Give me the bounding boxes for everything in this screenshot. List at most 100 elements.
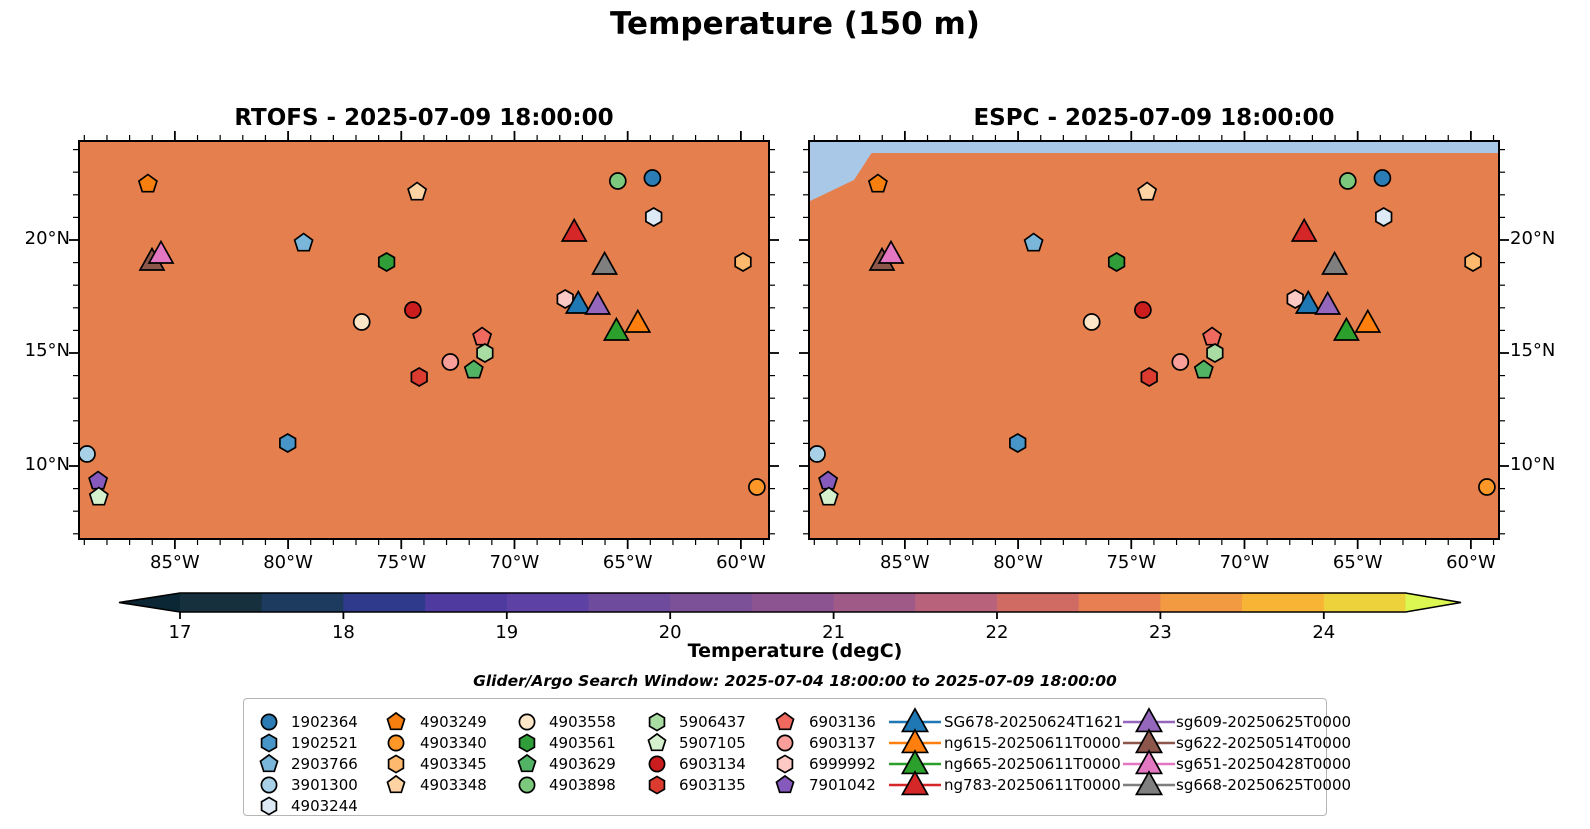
map-marker-5906437 — [476, 343, 494, 363]
colorbar-svg — [118, 592, 1462, 619]
legend-label: ng665-20250611T0000 — [944, 755, 1121, 773]
hexagon-marker-icon — [776, 754, 794, 774]
map-canvas-rtofs — [69, 131, 779, 549]
colorbar: 17 18 19 20 21 22 23 24 — [117, 592, 1462, 670]
map-marker-sg609-20250625T0000 — [584, 290, 612, 315]
circle-marker-icon — [387, 734, 405, 752]
map-marker-4903348 — [407, 181, 428, 201]
pentagon-marker-icon — [775, 711, 795, 731]
legend-label: 5906437 — [679, 713, 746, 731]
legend-label: 4903629 — [549, 755, 616, 773]
map-marker-6903137 — [1171, 353, 1190, 371]
legend-label: 4903561 — [549, 734, 616, 752]
legend-label: 6903135 — [679, 776, 746, 794]
legend-item-argo-6903137: 6903137 — [809, 732, 876, 754]
circle-marker-icon — [648, 755, 666, 773]
hexagon-marker-icon — [648, 712, 666, 732]
map-marker-sg668-20250625T0000 — [591, 250, 619, 275]
map-marker-sg651-20250428T0000 — [877, 239, 905, 264]
map-marker-4903340 — [748, 478, 766, 496]
legend-label: 4903340 — [420, 734, 487, 752]
axis-ticks — [799, 131, 1509, 549]
legend-label: sg609-20250625T0000 — [1176, 713, 1352, 731]
legend-label: 4903558 — [549, 713, 616, 731]
legend: 1902364 1902521 2903766 3901300 4903244 49032… — [243, 698, 1351, 816]
legend-item-argo-6903134: 6903134 — [679, 753, 746, 775]
x-tick-label: 75°W — [376, 552, 427, 573]
map-marker-1902364 — [643, 169, 662, 187]
map-marker-4903348 — [1137, 181, 1158, 201]
legend-item-argo-1902364: 1902364 — [291, 711, 358, 733]
legend-item-argo-1902521: 1902521 — [291, 732, 358, 754]
hexagon-marker-icon — [518, 733, 536, 753]
legend-item-glider-ng615-20250611T0000: ng615-20250611T0000 — [944, 732, 1121, 754]
legend-label: 7901042 — [809, 776, 876, 794]
legend-item-argo-4903629: 4903629 — [549, 753, 616, 775]
legend-label: sg668-20250625T0000 — [1176, 776, 1352, 794]
pentagon-marker-icon — [647, 732, 667, 752]
map-marker-ng783-20250611T0000 — [1290, 217, 1318, 242]
map-marker-ng665-20250611T0000 — [602, 316, 630, 341]
map-panel-rtofs: RTOFS - 2025-07-09 18:00:00 — [25, 105, 779, 573]
legend-item-argo-4903561: 4903561 — [549, 732, 616, 754]
circle-marker-icon — [776, 734, 794, 752]
legend-label: ng615-20250611T0000 — [944, 734, 1121, 752]
map-marker-6903135 — [1140, 367, 1158, 387]
y-tick-label: 20°N — [24, 228, 70, 249]
map-canvas-espc — [799, 131, 1509, 549]
legend-item-argo-3901300: 3901300 — [291, 774, 358, 796]
glider-track-marker-icon — [889, 770, 941, 796]
map-marker-6999992 — [556, 289, 574, 309]
legend-label: 2903766 — [291, 755, 358, 773]
legend-label: 1902364 — [291, 713, 358, 731]
map-marker-sg668-20250625T0000 — [1321, 250, 1349, 275]
y-tick-label: 20°N — [1510, 228, 1556, 249]
map-marker-2903766 — [1023, 232, 1044, 252]
map-marker-4903345 — [1464, 252, 1482, 272]
hexagon-marker-icon — [260, 796, 278, 816]
legend-item-glider-sg651-20250428T0000: sg651-20250428T0000 — [1176, 753, 1351, 775]
colorbar-tick-label: 19 — [495, 622, 519, 643]
x-tick-label: 85°W — [150, 552, 200, 573]
legend-item-argo-4903898: 4903898 — [549, 774, 616, 796]
legend-item-argo-4903249: 4903249 — [420, 711, 487, 733]
x-tick-label: 85°W — [880, 552, 930, 573]
legend-label: 6999992 — [809, 755, 876, 773]
pentagon-marker-icon — [386, 774, 406, 794]
map-marker-5907105 — [88, 486, 109, 506]
legend-item-glider-ng783-20250611T0000: ng783-20250611T0000 — [944, 774, 1121, 796]
x-tick-label: 70°W — [489, 552, 540, 573]
circle-marker-icon — [260, 776, 278, 794]
map-marker-4903244 — [645, 207, 663, 227]
x-tick-label: 60°W — [716, 552, 766, 573]
legend-label: 5907105 — [679, 734, 746, 752]
x-tick-label: 65°W — [602, 552, 653, 573]
map-marker-sg609-20250625T0000 — [1314, 290, 1342, 315]
legend-item-argo-2903766: 2903766 — [291, 753, 358, 775]
map-marker-SG678-20250624T1621 — [564, 289, 592, 314]
legend-item-argo-6903136: 6903136 — [809, 711, 876, 733]
legend-label: 3901300 — [291, 776, 358, 794]
legend-label: ng783-20250611T0000 — [944, 776, 1121, 794]
map-marker-1902521 — [279, 433, 297, 453]
x-tick-label: 80°W — [993, 552, 1043, 573]
map-marker-6903135 — [410, 367, 428, 387]
hexagon-marker-icon — [260, 733, 278, 753]
colorbar-tick-label: 18 — [331, 622, 355, 643]
legend-label: sg622-20250514T0000 — [1176, 734, 1352, 752]
y-tick-label: 10°N — [24, 454, 70, 475]
map-marker-4903249 — [137, 173, 158, 193]
axis-ticks — [69, 131, 779, 549]
map-marker-6903137 — [441, 353, 460, 371]
legend-label: sg651-20250428T0000 — [1176, 755, 1352, 773]
legend-label: 4903898 — [549, 776, 616, 794]
panel-title-rtofs: RTOFS - 2025-07-09 18:00:00 — [234, 105, 614, 131]
map-marker-4903629 — [1193, 359, 1214, 379]
legend-label: 1902521 — [291, 734, 358, 752]
circle-marker-icon — [518, 713, 536, 731]
map-panel-espc: ESPC - 2025-07-09 18:00:00 — [799, 105, 1555, 573]
map-marker-5907105 — [818, 486, 839, 506]
map-marker-2903766 — [293, 232, 314, 252]
map-marker-4903558 — [1082, 313, 1101, 331]
